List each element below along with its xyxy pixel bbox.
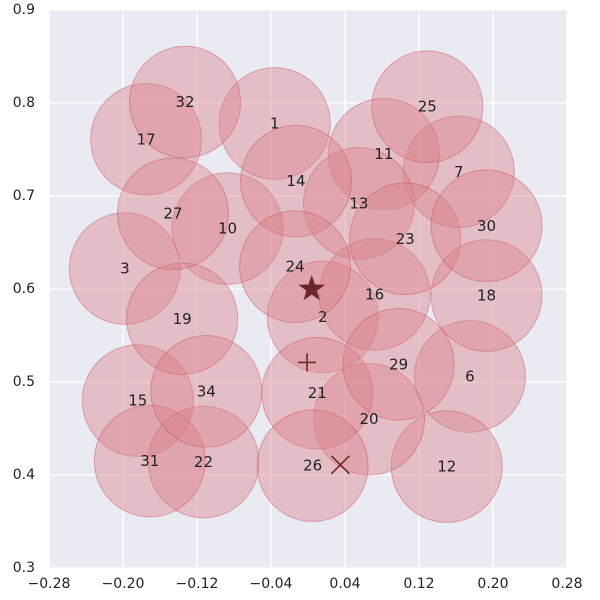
circle-6: [413, 320, 526, 433]
circle-3: [68, 212, 181, 325]
circle-label-30: 30: [477, 217, 496, 235]
circle-label-12: 12: [437, 458, 456, 476]
circle-label-1: 1: [270, 114, 280, 132]
circle-label-11: 11: [374, 145, 393, 163]
circle-label-23: 23: [396, 230, 415, 248]
circle-30: [430, 169, 543, 283]
circle-23: [349, 182, 462, 296]
circle-label-20: 20: [360, 410, 379, 428]
circle-label-31: 31: [140, 452, 159, 470]
circle-label-13: 13: [349, 194, 368, 212]
circle-21: [261, 336, 374, 450]
circle-26: [256, 409, 369, 523]
markers-layer: [298, 275, 350, 475]
circle-label-2: 2: [318, 308, 328, 326]
circle-label-6: 6: [465, 367, 475, 385]
y-tick-label: 0.8: [13, 95, 35, 111]
circle-label-27: 27: [163, 205, 182, 223]
circle-label-10: 10: [218, 220, 237, 238]
x-tick-label: 0.20: [477, 576, 508, 592]
y-tick-label: 0.3: [13, 560, 35, 576]
y-tick-label: 0.7: [13, 188, 35, 204]
y-tick-label: 0.5: [13, 374, 35, 390]
circle-label-26: 26: [303, 457, 322, 475]
circle-label-29: 29: [389, 355, 408, 373]
circle-12: [390, 410, 503, 523]
circle-24: [239, 210, 352, 323]
x-tick-label: −0.28: [28, 576, 71, 592]
circle-label-24: 24: [286, 258, 305, 276]
circle-label-32: 32: [175, 93, 194, 111]
circle-27: [116, 157, 229, 270]
circle-18: [430, 239, 543, 352]
circle-label-18: 18: [477, 287, 496, 305]
circle-19: [126, 262, 239, 376]
circle-label-34: 34: [197, 382, 216, 400]
x-tick-label: 0.28: [551, 576, 582, 592]
circle-22: [147, 405, 260, 519]
star-marker: [298, 275, 325, 301]
x-axis-ticks: −0.28 −0.20 −0.12 −0.04 0.04 0.12 0.20 0.28: [28, 576, 583, 592]
circle-label-3: 3: [120, 260, 130, 278]
circle-label-17: 17: [137, 130, 156, 148]
circle-14: [239, 124, 352, 238]
circle-2: [266, 260, 379, 374]
circle-10: [171, 172, 284, 285]
circle-20: [313, 362, 426, 476]
x-tick-label: −0.04: [250, 576, 293, 592]
circle-16: [318, 238, 431, 351]
circle-label-14: 14: [286, 172, 305, 190]
circle-7: [402, 115, 515, 229]
plus-marker: [298, 353, 317, 372]
circle-labels-layer: 1236710111213141516171819202122232425262…: [120, 93, 496, 476]
y-tick-label: 0.6: [13, 281, 35, 297]
x-tick-label: −0.20: [102, 576, 145, 592]
circle-15: [81, 344, 194, 457]
y-axis-ticks: 0.3 0.4 0.5 0.6 0.7 0.8 0.9: [13, 2, 35, 576]
circle-31: [93, 404, 206, 518]
circle-29: [342, 308, 455, 421]
circle-label-19: 19: [173, 310, 192, 328]
circle-label-7: 7: [454, 163, 464, 181]
x-tick-label: −0.12: [176, 576, 219, 592]
x-tick-label: 0.04: [329, 576, 360, 592]
circle-13: [302, 147, 415, 260]
gridlines: [48, 9, 568, 569]
y-tick-label: 0.4: [13, 467, 35, 483]
circle-11: [327, 97, 440, 211]
circle-32: [128, 45, 241, 159]
circle-25: [371, 50, 484, 164]
circle-label-15: 15: [128, 392, 147, 410]
circle-34: [150, 335, 263, 448]
circle-label-16: 16: [365, 286, 384, 304]
circle-17: [90, 82, 203, 196]
circle-label-21: 21: [308, 384, 327, 402]
circle-1: [218, 67, 331, 180]
circle-label-25: 25: [418, 98, 437, 116]
x-tick-label: 0.12: [403, 576, 434, 592]
cross-marker: [330, 455, 350, 475]
circles-layer: [68, 45, 543, 523]
y-tick-label: 0.9: [13, 2, 35, 18]
circle-label-22: 22: [194, 453, 213, 471]
